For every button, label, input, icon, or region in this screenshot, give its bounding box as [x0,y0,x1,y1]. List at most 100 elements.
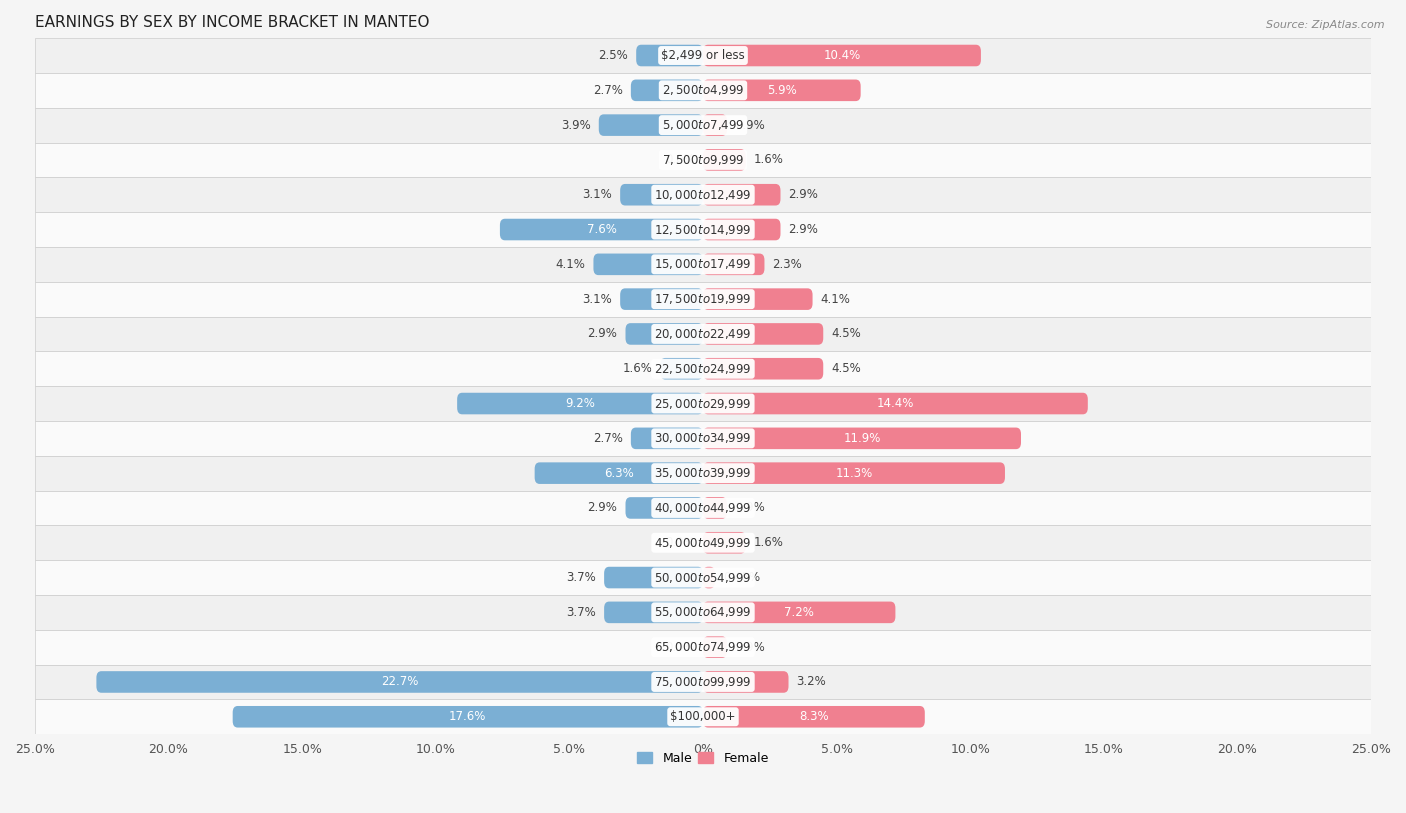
FancyBboxPatch shape [703,428,1021,449]
Text: 6.3%: 6.3% [605,467,634,480]
FancyBboxPatch shape [703,463,1005,484]
Text: $20,000 to $22,499: $20,000 to $22,499 [654,327,752,341]
FancyBboxPatch shape [232,706,703,728]
Text: $17,500 to $19,999: $17,500 to $19,999 [654,292,752,307]
Text: 0.9%: 0.9% [735,502,765,515]
FancyBboxPatch shape [35,595,1371,630]
Text: 11.3%: 11.3% [835,467,873,480]
FancyBboxPatch shape [631,428,703,449]
Text: 4.5%: 4.5% [831,328,860,341]
FancyBboxPatch shape [703,149,745,171]
Text: 3.7%: 3.7% [567,571,596,584]
Text: 5.9%: 5.9% [766,84,797,97]
FancyBboxPatch shape [703,254,765,275]
FancyBboxPatch shape [636,45,703,67]
FancyBboxPatch shape [35,247,1371,282]
FancyBboxPatch shape [703,532,745,554]
FancyBboxPatch shape [35,386,1371,421]
FancyBboxPatch shape [35,525,1371,560]
Text: 3.1%: 3.1% [582,293,612,306]
Text: Source: ZipAtlas.com: Source: ZipAtlas.com [1267,20,1385,30]
Text: 2.3%: 2.3% [772,258,803,271]
FancyBboxPatch shape [703,184,780,206]
FancyBboxPatch shape [703,115,727,136]
Text: 0.0%: 0.0% [665,154,695,167]
FancyBboxPatch shape [593,254,703,275]
Text: 0.9%: 0.9% [735,641,765,654]
Text: $10,000 to $12,499: $10,000 to $12,499 [654,188,752,202]
Text: 14.4%: 14.4% [877,397,914,410]
Text: $75,000 to $99,999: $75,000 to $99,999 [654,675,752,689]
Text: 22.7%: 22.7% [381,676,419,689]
Text: 2.7%: 2.7% [593,84,623,97]
Text: 2.5%: 2.5% [599,49,628,62]
Text: 1.6%: 1.6% [754,154,783,167]
Text: 0.0%: 0.0% [665,537,695,550]
Text: 2.9%: 2.9% [588,328,617,341]
FancyBboxPatch shape [599,115,703,136]
Text: $40,000 to $44,999: $40,000 to $44,999 [654,501,752,515]
FancyBboxPatch shape [661,358,703,380]
FancyBboxPatch shape [35,177,1371,212]
Text: 0.9%: 0.9% [735,119,765,132]
FancyBboxPatch shape [605,602,703,623]
FancyBboxPatch shape [35,456,1371,490]
FancyBboxPatch shape [35,421,1371,456]
Text: 3.2%: 3.2% [797,676,827,689]
Text: $15,000 to $17,499: $15,000 to $17,499 [654,258,752,272]
FancyBboxPatch shape [35,560,1371,595]
FancyBboxPatch shape [703,637,727,658]
FancyBboxPatch shape [605,567,703,589]
FancyBboxPatch shape [703,498,727,519]
Text: 1.6%: 1.6% [754,537,783,550]
FancyBboxPatch shape [703,45,981,67]
FancyBboxPatch shape [35,630,1371,664]
Text: 3.1%: 3.1% [582,189,612,202]
Text: 17.6%: 17.6% [449,711,486,724]
FancyBboxPatch shape [620,184,703,206]
FancyBboxPatch shape [703,80,860,101]
FancyBboxPatch shape [703,219,780,241]
Text: $7,500 to $9,999: $7,500 to $9,999 [662,153,744,167]
FancyBboxPatch shape [703,672,789,693]
Text: 0.45%: 0.45% [723,571,761,584]
FancyBboxPatch shape [703,567,716,589]
Text: 2.9%: 2.9% [789,223,818,236]
FancyBboxPatch shape [626,498,703,519]
FancyBboxPatch shape [703,706,925,728]
FancyBboxPatch shape [35,38,1371,73]
FancyBboxPatch shape [703,602,896,623]
FancyBboxPatch shape [35,351,1371,386]
Text: 8.3%: 8.3% [799,711,828,724]
Text: $35,000 to $39,999: $35,000 to $39,999 [654,466,752,480]
FancyBboxPatch shape [35,316,1371,351]
Text: $45,000 to $49,999: $45,000 to $49,999 [654,536,752,550]
FancyBboxPatch shape [35,282,1371,316]
FancyBboxPatch shape [35,699,1371,734]
Text: 4.5%: 4.5% [831,363,860,376]
Text: $2,500 to $4,999: $2,500 to $4,999 [662,83,744,98]
FancyBboxPatch shape [35,73,1371,107]
FancyBboxPatch shape [703,289,813,310]
Text: 4.1%: 4.1% [821,293,851,306]
Text: $25,000 to $29,999: $25,000 to $29,999 [654,397,752,411]
Text: 11.9%: 11.9% [844,432,880,445]
Text: 0.0%: 0.0% [665,641,695,654]
Text: 3.9%: 3.9% [561,119,591,132]
FancyBboxPatch shape [35,664,1371,699]
Text: 9.2%: 9.2% [565,397,595,410]
Text: 4.1%: 4.1% [555,258,585,271]
Text: $2,499 or less: $2,499 or less [661,49,745,62]
Text: 2.7%: 2.7% [593,432,623,445]
Text: EARNINGS BY SEX BY INCOME BRACKET IN MANTEO: EARNINGS BY SEX BY INCOME BRACKET IN MAN… [35,15,429,30]
FancyBboxPatch shape [35,490,1371,525]
FancyBboxPatch shape [703,323,824,345]
Text: 7.6%: 7.6% [586,223,616,236]
Text: $65,000 to $74,999: $65,000 to $74,999 [654,640,752,654]
FancyBboxPatch shape [501,219,703,241]
Text: $100,000+: $100,000+ [671,711,735,724]
Text: 2.9%: 2.9% [789,189,818,202]
Text: 1.6%: 1.6% [623,363,652,376]
Text: 2.9%: 2.9% [588,502,617,515]
Text: $55,000 to $64,999: $55,000 to $64,999 [654,606,752,620]
